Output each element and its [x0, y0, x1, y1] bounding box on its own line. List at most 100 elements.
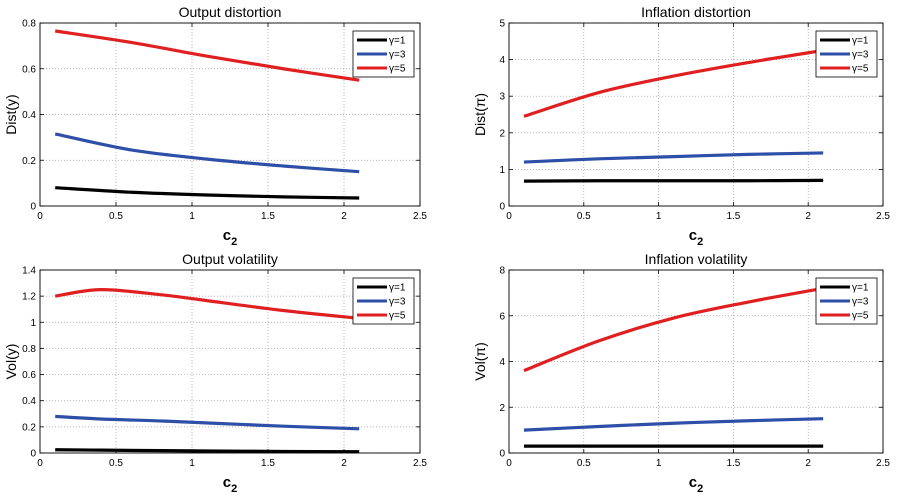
panel-1: 0 0.5 1 1.5 2 2.5 0 0.2 0.4 0.6 0.8 Output distorti… — [3, 4, 427, 248]
y-tick-label: 0 — [499, 202, 505, 213]
y-tick-label: 6 — [499, 311, 505, 322]
y-tick-label: 1 — [30, 318, 36, 329]
y-axis-label: Vol(π) — [472, 342, 488, 380]
legend-label-3: γ=5 — [852, 311, 869, 322]
y-axis-label: Dist(y) — [3, 94, 19, 134]
x-axis-label: c2 — [223, 227, 237, 248]
x-tick-label: 0 — [37, 458, 43, 469]
x-axis-label: c2 — [689, 227, 703, 248]
x-tick-label: 1.5 — [261, 211, 275, 222]
x-tick-label: 0 — [506, 211, 512, 222]
legend: γ=1 γ=3 γ=5 — [815, 30, 878, 78]
y-tick-label: 1 — [499, 165, 505, 176]
y-tick-label: 0.4 — [22, 110, 36, 121]
legend-label-1: γ=1 — [852, 283, 869, 294]
x-tick-label: 1.5 — [726, 211, 740, 222]
chart-title: Output distortion — [179, 4, 282, 20]
panel-3: 0 0.5 1 1.5 2 2.5 0 0.2 0.4 0.6 0.8 1 1.2 1.4 Output v… — [3, 251, 427, 495]
chart-title: Inflation volatility — [645, 251, 748, 267]
legend-label-2: γ=3 — [852, 50, 869, 61]
series-line-3 — [523, 48, 824, 118]
chart-title: Output volatility — [182, 251, 278, 267]
chart-title: Inflation distortion — [641, 4, 751, 20]
y-tick-label: 4 — [499, 357, 505, 368]
series-line-2 — [523, 151, 824, 164]
axes-frame — [508, 269, 884, 454]
series-line-3 — [54, 29, 360, 82]
x-tick-label: 0 — [506, 458, 512, 469]
y-tick-label: 0.8 — [22, 19, 36, 30]
y-tick-label: 5 — [499, 19, 505, 30]
series-line-1 — [55, 186, 360, 200]
x-tick-label: 0.5 — [577, 211, 591, 222]
series-line-1 — [523, 178, 824, 183]
series-line-2 — [54, 132, 360, 174]
x-tick-label: 0 — [37, 211, 43, 222]
x-tick-label: 2.5 — [413, 458, 427, 469]
legend: γ=1 γ=3 γ=5 — [815, 277, 878, 325]
x-tick-label: 0.5 — [109, 458, 123, 469]
legend-label-1: γ=1 — [389, 283, 406, 294]
x-axis-label: c2 — [223, 474, 237, 495]
x-tick-label: 2.5 — [413, 211, 427, 222]
x-tick-label: 1.5 — [726, 458, 740, 469]
y-tick-label: 4 — [499, 55, 505, 66]
panel-4: 0 0.5 1 1.5 2 2.5 0 2 4 6 8 Inflation volatility Vol… — [472, 251, 890, 495]
x-axis-label: c2 — [689, 474, 703, 495]
axes-frame — [508, 22, 884, 207]
series-line-2 — [523, 417, 824, 432]
series-line-3 — [54, 288, 360, 320]
y-axis-label: Vol(y) — [3, 344, 19, 380]
panel-2: 0 0.5 1 1.5 2 2.5 0 1 2 3 4 5 Inflation distortion Di… — [472, 4, 890, 248]
y-tick-label: 0.2 — [22, 156, 36, 167]
y-tick-label: 0.8 — [22, 344, 36, 355]
y-tick-label: 1.4 — [22, 266, 36, 277]
y-tick-label: 3 — [499, 92, 505, 103]
y-tick-label: 0.6 — [22, 370, 36, 381]
axes-frame — [39, 22, 421, 207]
legend-label-2: γ=3 — [852, 297, 869, 308]
legend: γ=1 γ=3 γ=5 — [352, 30, 415, 78]
legend-label-3: γ=5 — [852, 64, 869, 75]
x-tick-label: 1.5 — [261, 458, 275, 469]
series-line-3 — [523, 286, 824, 373]
x-axis-label-subscript: 2 — [231, 483, 237, 495]
y-tick-label: 0.6 — [22, 64, 36, 75]
y-tick-label: 0.4 — [22, 396, 36, 407]
legend-label-3: γ=5 — [389, 64, 406, 75]
x-tick-label: 2 — [805, 458, 811, 469]
y-tick-label: 0 — [30, 449, 36, 460]
y-tick-label: 8 — [499, 266, 505, 277]
legend-label-1: γ=1 — [389, 36, 406, 47]
series-line-1 — [55, 448, 360, 454]
y-tick-label: 1.2 — [22, 292, 36, 303]
legend-label-3: γ=5 — [389, 311, 406, 322]
y-tick-label: 0 — [499, 449, 505, 460]
x-tick-label: 0.5 — [577, 458, 591, 469]
x-tick-label: 2 — [805, 211, 811, 222]
y-tick-label: 0 — [30, 202, 36, 213]
y-tick-label: 2 — [499, 128, 505, 139]
x-axis-label-subscript: 2 — [697, 483, 703, 495]
x-tick-label: 1 — [656, 458, 662, 469]
legend: γ=1 γ=3 γ=5 — [352, 277, 415, 325]
series-line-2 — [55, 414, 360, 431]
x-tick-label: 1 — [656, 211, 662, 222]
x-tick-label: 2.5 — [876, 211, 890, 222]
x-axis-label-subscript: 2 — [231, 236, 237, 248]
legend-label-2: γ=3 — [389, 50, 406, 61]
x-tick-label: 2.5 — [876, 458, 890, 469]
x-tick-label: 2 — [341, 211, 347, 222]
axes-frame — [39, 269, 421, 454]
y-axis-label: Dist(π) — [472, 93, 488, 136]
legend-label-2: γ=3 — [389, 297, 406, 308]
y-tick-label: 0.2 — [22, 422, 36, 433]
x-tick-label: 0.5 — [109, 211, 123, 222]
y-tick-label: 2 — [499, 403, 505, 414]
legend-label-1: γ=1 — [852, 36, 869, 47]
x-tick-label: 1 — [189, 211, 195, 222]
x-axis-label-subscript: 2 — [697, 236, 703, 248]
x-tick-label: 2 — [341, 458, 347, 469]
x-tick-label: 1 — [189, 458, 195, 469]
